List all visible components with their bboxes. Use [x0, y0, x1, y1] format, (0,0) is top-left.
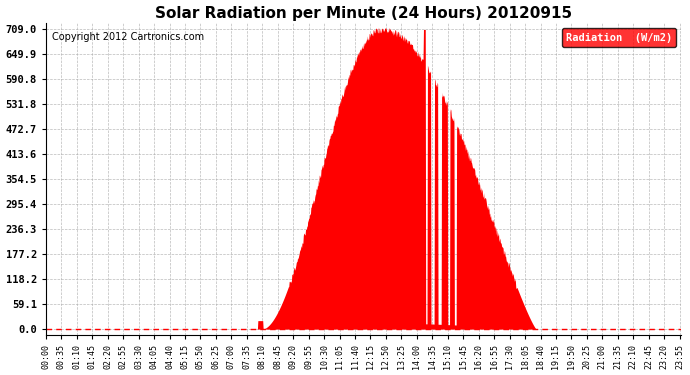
Legend: Radiation  (W/m2): Radiation (W/m2) — [562, 28, 676, 46]
Text: Copyright 2012 Cartronics.com: Copyright 2012 Cartronics.com — [52, 33, 204, 42]
Title: Solar Radiation per Minute (24 Hours) 20120915: Solar Radiation per Minute (24 Hours) 20… — [155, 6, 572, 21]
